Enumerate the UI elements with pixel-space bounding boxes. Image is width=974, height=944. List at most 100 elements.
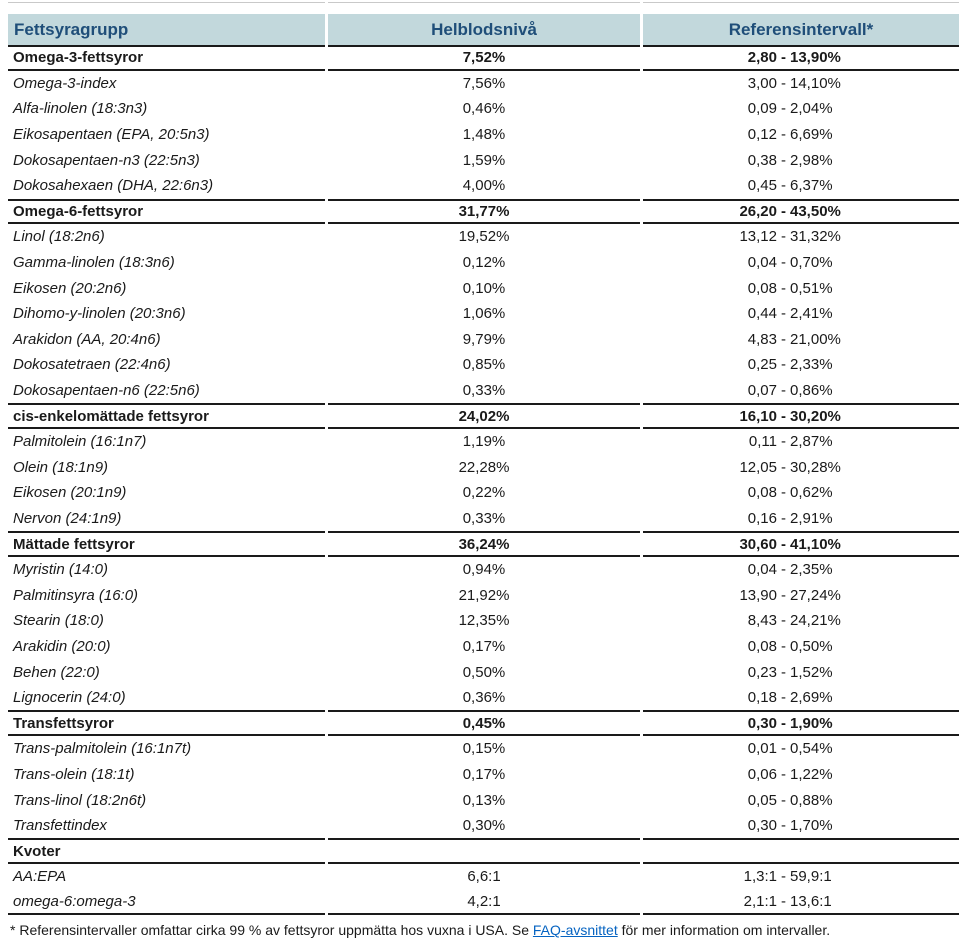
fatty-acid-name: Omega-6-fettsyror (8, 198, 325, 225)
table-row: Trans-linol (18:2n6t) 0,13% 0,05-0,88% (8, 787, 959, 813)
reference-low: 0,08 (747, 279, 777, 297)
reference-low: 2,80 (747, 49, 777, 67)
whole-blood-level: 0,50% (462, 663, 506, 681)
range-separator: - (781, 637, 786, 655)
table-row: Trans-olein (18:1t) 0,17% 0,06-1,22% (8, 762, 959, 788)
reference-low: 0,23 (747, 663, 777, 681)
reference-low: 13,90 (739, 586, 777, 604)
reference-high: 2,91% (790, 509, 833, 527)
reference-high: 30,20% (790, 407, 841, 425)
reference-low: 0,45 (747, 177, 777, 195)
fatty-acid-name: Dihomo-y-linolen (20:3n6) (13, 305, 186, 323)
reference-low: 0,08 (747, 637, 777, 655)
fatty-acid-name: Myristin (14:0) (13, 561, 109, 579)
reference-high: 0,70% (790, 254, 833, 272)
whole-blood-level: 21,92% (458, 586, 510, 604)
range-separator: - (781, 892, 786, 910)
reference-low: 0,11 (748, 433, 777, 451)
reference-low: 0,09 (747, 100, 777, 118)
reference-interval: 0,44-2,41% (643, 301, 959, 327)
table-row: Arakidin (20:0) 0,17% 0,08-0,50% (8, 634, 959, 660)
fatty-acid-name: Eikosen (20:2n6) (13, 279, 127, 297)
reference-high: 30,28% (790, 458, 841, 476)
table-row: Gamma-linolen (18:3n6) 0,12% 0,04-0,70% (8, 250, 959, 276)
reference-interval: 0,18-2,69% (643, 685, 959, 711)
table-row: Palmitinsyra (16:0) 21,92% 13,90-27,24% (8, 582, 959, 608)
reference-low: 0,04 (747, 561, 777, 579)
whole-blood-level: 22,28% (458, 458, 510, 476)
reference-low: 0,16 (747, 509, 777, 527)
whole-blood-level: 0,10% (462, 279, 506, 297)
whole-blood-level: 0,45% (328, 710, 640, 737)
fatty-acid-name: Trans-olein (18:1t) (13, 765, 135, 783)
fatty-acid-name: Transfettsyror (8, 710, 325, 737)
range-separator: - (781, 689, 786, 707)
range-separator: - (781, 356, 786, 374)
reference-low: 0,06 (747, 765, 777, 783)
table-row: Omega-3-fettsyror 7,52% 2,80-13,90% (8, 45, 959, 71)
reference-interval: 0,11-2,87% (643, 429, 959, 455)
table-row: Trans-palmitolein (16:1n7t) 0,15% 0,01-0… (8, 736, 959, 762)
reference-low: 0,01 (747, 740, 777, 758)
whole-blood-level: 0,12% (462, 254, 506, 272)
fatty-acid-name: AA:EPA (13, 868, 67, 886)
reference-interval: 0,08-0,51% (643, 275, 959, 301)
whole-blood-level: 4,2:1 (328, 890, 640, 916)
whole-blood-level: 31,77% (328, 198, 640, 225)
reference-low: 2,1:1 (743, 892, 777, 910)
range-separator: - (781, 612, 786, 630)
fatty-acid-name: Dokosapentaen-n6 (22:5n6) (13, 382, 200, 400)
reference-low: 0,30 (747, 714, 777, 732)
whole-blood-level: 1,48% (462, 126, 506, 144)
whole-blood-level: 0,33% (462, 382, 506, 400)
range-separator: - (781, 279, 786, 297)
fatty-acid-report: Fettsyragrupp Helblodsnivå Referensinter… (8, 0, 959, 938)
footnote-suffix: för mer information om intervaller. (617, 922, 831, 939)
whole-blood-level: 24,02% (328, 403, 640, 429)
reference-interval: 0,01-0,54% (643, 736, 959, 762)
range-separator: - (781, 382, 786, 400)
range-separator: - (781, 100, 786, 118)
whole-blood-level: 36,24% (328, 531, 640, 557)
fatty-acid-name: Transfettindex (13, 817, 107, 835)
reference-low: 30,60 (739, 535, 777, 553)
reference-low: 12,05 (739, 458, 777, 476)
range-separator: - (781, 663, 786, 681)
faq-link[interactable]: FAQ-avsnittet (532, 922, 618, 939)
reference-interval: 0,06-1,22% (643, 762, 959, 788)
table-row: Alfa-linolen (18:3n3) 0,46% 0,09-2,04% (8, 96, 959, 122)
reference-interval: 2,1:1-13,6:1 (643, 890, 959, 916)
whole-blood-level: 0,85% (462, 356, 506, 374)
reference-interval: 0,30-1,70% (643, 813, 959, 839)
reference-interval: 0,30-1,90% (643, 710, 959, 737)
table-row: Eikosapentaen (EPA, 20:5n3) 1,48% 0,12-6… (8, 122, 959, 148)
reference-interval: 16,10-30,20% (643, 403, 959, 429)
range-separator: - (781, 561, 786, 579)
range-separator: - (781, 151, 786, 169)
reference-high: 0,88% (790, 791, 833, 809)
table-row: Linol (18:2n6) 19,52% 13,12-31,32% (8, 224, 959, 250)
fatty-acid-name: Mättade fettsyror (8, 531, 325, 557)
table-row: Eikosen (20:2n6) 0,10% 0,08-0,51% (8, 275, 959, 301)
table-row: omega-6:omega-3 4,2:1 2,1:1-13,6:1 (8, 890, 959, 916)
range-separator: - (781, 509, 786, 527)
table-row: Nervon (24:1n9) 0,33% 0,16-2,91% (8, 506, 959, 532)
range-separator: - (781, 407, 786, 425)
reference-high: 24,21% (790, 612, 841, 630)
reference-low: 8,43 (747, 612, 777, 630)
range-separator: - (781, 126, 786, 144)
fatty-acid-name: Dokosatetraen (22:4n6) (13, 356, 171, 374)
table-row: Transfettindex 0,30% 0,30-1,70% (8, 813, 959, 839)
whole-blood-level (328, 838, 640, 864)
column-header-fettsyragrupp: Fettsyragrupp (8, 14, 325, 45)
fatty-acid-name: Stearin (18:0) (13, 612, 104, 630)
reference-high: 0,50% (790, 637, 833, 655)
table-row: Dokosapentaen-n6 (22:5n6) 0,33% 0,07-0,8… (8, 378, 959, 404)
fatty-acid-name: Lignocerin (24:0) (13, 689, 126, 707)
reference-interval: 0,08-0,50% (643, 634, 959, 660)
range-separator: - (781, 202, 786, 220)
reference-low: 0,08 (747, 484, 777, 502)
reference-interval: 0,07-0,86% (643, 378, 959, 404)
reference-interval: 8,43-24,21% (643, 608, 959, 634)
reference-high: 0,86% (790, 382, 833, 400)
